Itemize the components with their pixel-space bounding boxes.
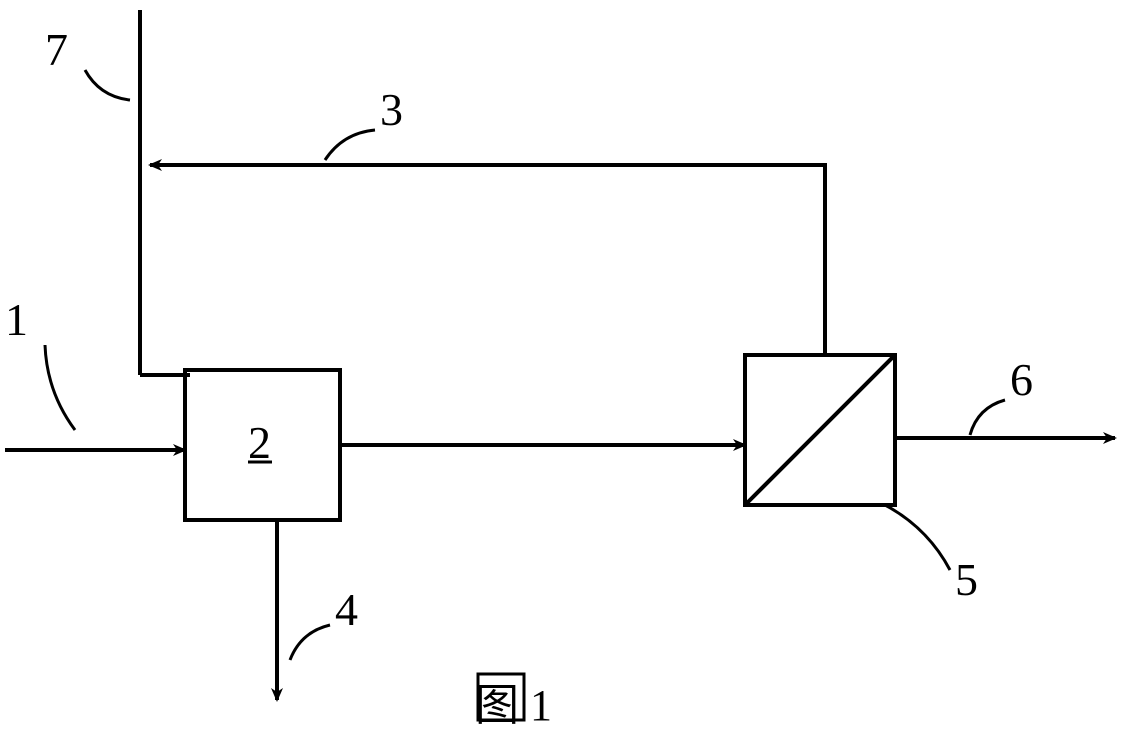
annotation-label: 1 — [5, 294, 28, 345]
figure-diagram: 2 1 7 3 4 5 6 图 1 — [0, 0, 1124, 744]
edge-e_3_fb — [150, 165, 825, 355]
node-label: 2 — [248, 417, 271, 468]
leader-line — [85, 70, 130, 100]
figure-caption: 图 1 — [475, 681, 552, 730]
annotation-label: 6 — [1010, 354, 1033, 405]
annotation-a6: 6 — [970, 354, 1033, 435]
leader-line — [885, 505, 950, 570]
leader-line — [970, 400, 1005, 435]
annotation-a1: 1 — [5, 294, 75, 430]
annotation-label: 3 — [380, 84, 403, 135]
node-block2: 2 — [185, 370, 340, 520]
annotation-label: 4 — [335, 584, 358, 635]
annotation-a4: 4 — [290, 584, 358, 660]
leader-line — [45, 345, 75, 430]
annotation-label: 5 — [955, 554, 978, 605]
node-block5 — [745, 355, 895, 505]
annotation-a7: 7 — [45, 24, 130, 100]
annotation-label: 7 — [45, 24, 68, 75]
annotation-a3: 3 — [325, 84, 403, 160]
leader-line — [325, 130, 375, 160]
annotation-a5: 5 — [885, 505, 978, 605]
leader-line — [290, 625, 330, 660]
